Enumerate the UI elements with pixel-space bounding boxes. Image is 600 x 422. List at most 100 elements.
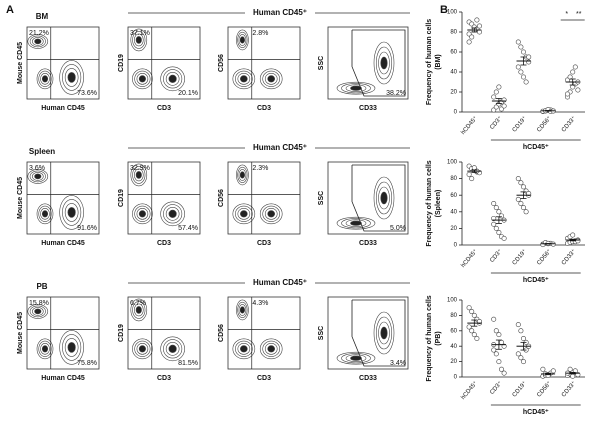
data-point: [491, 201, 497, 207]
contour: [38, 70, 52, 87]
tissue-title: PB: [36, 282, 47, 291]
contour: [132, 166, 146, 184]
data-point: [520, 184, 526, 190]
data-point: [469, 328, 475, 334]
contour: [259, 203, 283, 225]
contour: [27, 169, 49, 184]
y-axis-label: Frequency of human cells: [426, 295, 433, 381]
contour: [136, 343, 149, 355]
data-point: [466, 171, 472, 177]
contour: [264, 73, 278, 85]
contour: [235, 340, 253, 357]
y-tick-label: 20: [450, 226, 457, 232]
contour: [238, 304, 247, 316]
data-point: [526, 191, 532, 197]
y-tick-label: 100: [447, 160, 458, 166]
contour: [350, 85, 362, 91]
data-point: [570, 373, 576, 379]
contour: [132, 31, 146, 49]
contour: [41, 345, 49, 353]
data-point: [501, 103, 507, 109]
x-tick-label: CD19⁺: [511, 380, 528, 399]
data-point: [493, 225, 499, 231]
significance: **: [576, 11, 582, 18]
contour: [259, 338, 283, 360]
y-axis-label: CD56: [218, 189, 225, 207]
gate-percent: 37.1%: [130, 30, 150, 37]
contour: [163, 339, 183, 359]
contour: [341, 218, 371, 229]
contour: [64, 338, 79, 357]
data-point: [523, 209, 529, 215]
x-axis-label: Human CD45: [41, 105, 85, 112]
contour: [237, 166, 248, 184]
data-point: [501, 97, 507, 103]
contour: [165, 72, 180, 86]
data-point: [491, 347, 497, 353]
contour: [240, 345, 248, 353]
contour: [380, 191, 388, 205]
x-axis-label: CD3: [257, 105, 271, 112]
contour: [34, 308, 42, 315]
data-point: [520, 359, 526, 365]
contour: [160, 66, 185, 92]
contour: [59, 195, 84, 230]
contour: [373, 311, 395, 355]
data-point: [498, 339, 504, 345]
contour: [34, 173, 42, 180]
contour: [31, 307, 44, 316]
data-point: [498, 213, 504, 219]
contour: [134, 205, 151, 222]
data-point: [518, 355, 524, 361]
data-point: [471, 312, 477, 318]
data-point: [518, 201, 524, 207]
contour: [168, 209, 177, 218]
y-axis-label: SSC: [318, 191, 325, 205]
contour: [380, 56, 388, 70]
data-point: [575, 87, 581, 93]
x-axis-label: CD3: [157, 105, 171, 112]
data-point: [493, 351, 499, 357]
contour: [336, 81, 376, 95]
gate-percent: 38.2%: [386, 90, 406, 97]
data-point: [518, 328, 524, 334]
contour: [29, 35, 46, 48]
flow-plot-frame: [26, 161, 100, 235]
contour: [160, 336, 185, 362]
contour: [62, 334, 82, 361]
contour: [240, 75, 248, 83]
data-point: [496, 209, 502, 215]
group-label: hCD45⁺: [523, 277, 549, 284]
data-point: [550, 368, 556, 374]
contour: [165, 342, 180, 356]
contour: [264, 208, 278, 220]
y-axis-label: (Spleen): [435, 190, 442, 218]
data-point: [474, 335, 480, 341]
contour: [232, 203, 256, 225]
y-tick-label: 80: [450, 313, 457, 319]
header: Human CD45⁺: [253, 8, 307, 17]
contour: [168, 74, 177, 83]
contour: [232, 68, 256, 90]
data-point: [567, 74, 573, 80]
flow-plot-frame: [26, 26, 100, 100]
y-axis-label: CD19: [118, 324, 125, 342]
gate-line: [351, 164, 406, 232]
contour: [67, 207, 76, 218]
contour: [378, 186, 390, 210]
contour: [67, 342, 76, 353]
contour: [62, 199, 82, 226]
gate-percent: 2.3%: [252, 165, 268, 172]
contour: [239, 171, 245, 179]
header: Human CD45⁺: [253, 278, 307, 287]
data-point: [515, 196, 521, 202]
contour: [29, 305, 46, 318]
flow-plot-frame: [127, 296, 201, 370]
contour: [40, 73, 50, 85]
contour: [262, 70, 281, 87]
contour: [36, 338, 54, 360]
y-axis-label: CD19: [118, 54, 125, 72]
contour: [34, 38, 42, 45]
